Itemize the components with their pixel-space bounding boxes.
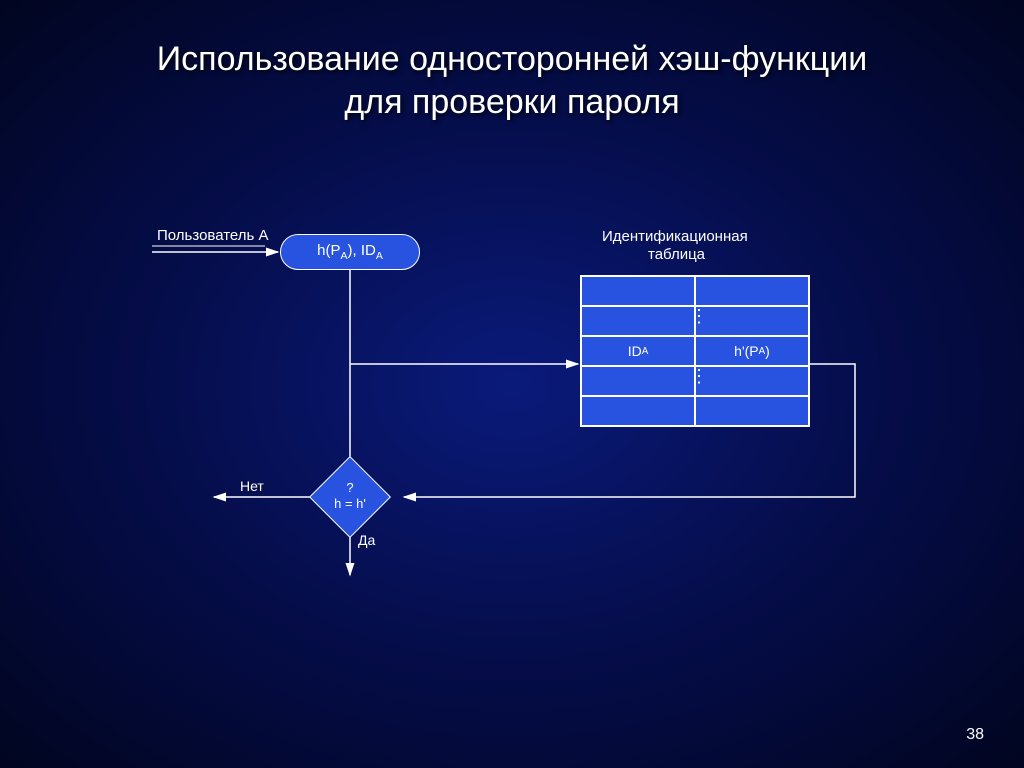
hash-node-text: h(PA), IDA: [317, 242, 383, 262]
table-cell-hprime: h'(PA): [695, 336, 809, 366]
slide-number: 38: [966, 726, 984, 744]
no-label: Нет: [240, 478, 264, 494]
table-cell: [581, 276, 695, 306]
table-row: [581, 396, 809, 426]
table-cell: [581, 306, 695, 336]
hash-node: h(PA), IDA: [280, 234, 420, 270]
table-title-1: Идентификационная: [602, 228, 748, 245]
flowchart-lines: [0, 0, 1024, 768]
table-cell: [695, 396, 809, 426]
table-row: [581, 276, 809, 306]
vdots-icon: ⋮: [690, 373, 708, 380]
table-row: IDA h'(PA): [581, 336, 809, 366]
table-cell: ⋮: [695, 306, 809, 336]
table-cell: [695, 276, 809, 306]
decision-text: ?h = h': [310, 480, 390, 511]
user-label: Пользователь A: [157, 227, 269, 244]
table-row: ⋮: [581, 306, 809, 336]
yes-label: Да: [358, 532, 375, 548]
table-cell: ⋮: [695, 366, 809, 396]
table-cell: [581, 396, 695, 426]
table-row: ⋮: [581, 366, 809, 396]
id-table: ⋮ IDA h'(PA) ⋮: [580, 275, 810, 427]
table-cell-id: IDA: [581, 336, 695, 366]
table-cell: [581, 366, 695, 396]
vdots-icon: ⋮: [690, 313, 708, 320]
table-title-2: таблица: [648, 246, 705, 263]
